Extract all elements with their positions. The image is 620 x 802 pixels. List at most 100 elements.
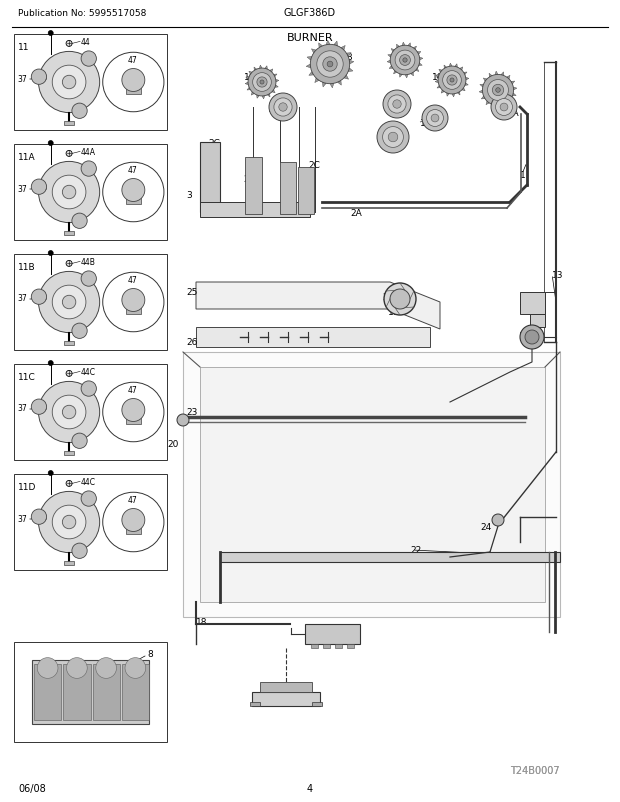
- Ellipse shape: [103, 53, 164, 112]
- Circle shape: [395, 51, 415, 71]
- Circle shape: [72, 434, 87, 449]
- Polygon shape: [479, 91, 483, 94]
- Text: 14: 14: [519, 332, 530, 341]
- Circle shape: [492, 514, 504, 526]
- Polygon shape: [260, 683, 312, 692]
- Circle shape: [48, 141, 53, 146]
- Text: BURNER: BURNER: [286, 33, 334, 43]
- Polygon shape: [507, 76, 510, 80]
- Bar: [14, 475, 167, 570]
- Circle shape: [37, 658, 58, 678]
- Polygon shape: [452, 95, 454, 98]
- Circle shape: [48, 361, 53, 366]
- Text: GLGF386D: GLGF386D: [284, 8, 336, 18]
- Polygon shape: [454, 65, 458, 68]
- Bar: [64, 231, 74, 235]
- Bar: [126, 520, 141, 534]
- Circle shape: [388, 133, 398, 143]
- Polygon shape: [389, 67, 392, 70]
- Text: 18: 18: [196, 618, 208, 626]
- Polygon shape: [322, 83, 326, 88]
- Circle shape: [422, 106, 448, 132]
- Text: 24: 24: [480, 523, 491, 532]
- Circle shape: [31, 70, 46, 85]
- Circle shape: [495, 99, 513, 116]
- Circle shape: [427, 111, 443, 128]
- Text: 3: 3: [186, 191, 192, 200]
- Text: 11C: 11C: [18, 373, 36, 382]
- Polygon shape: [413, 47, 417, 51]
- Circle shape: [520, 326, 544, 350]
- Polygon shape: [254, 68, 257, 71]
- Text: 23: 23: [186, 408, 197, 417]
- Polygon shape: [465, 83, 468, 87]
- Polygon shape: [520, 293, 545, 314]
- Circle shape: [66, 658, 87, 678]
- Circle shape: [311, 45, 350, 84]
- Polygon shape: [270, 70, 273, 73]
- Circle shape: [81, 162, 96, 177]
- Circle shape: [63, 296, 76, 310]
- Text: 2: 2: [302, 188, 308, 197]
- Text: 22: 22: [410, 546, 421, 555]
- Text: 2C: 2C: [208, 138, 220, 148]
- Polygon shape: [410, 73, 414, 77]
- Bar: [126, 301, 141, 314]
- Ellipse shape: [103, 163, 164, 222]
- Polygon shape: [480, 85, 484, 88]
- Text: 44B: 44B: [81, 257, 96, 266]
- Text: 11: 11: [388, 308, 399, 317]
- Polygon shape: [399, 75, 402, 78]
- Circle shape: [384, 284, 416, 316]
- Polygon shape: [250, 702, 260, 706]
- Polygon shape: [484, 79, 487, 83]
- Circle shape: [72, 214, 87, 229]
- Bar: [323, 644, 330, 648]
- Polygon shape: [441, 91, 445, 94]
- Text: 2B: 2B: [243, 174, 255, 184]
- Text: 37: 37: [17, 75, 27, 83]
- Circle shape: [72, 104, 87, 119]
- Circle shape: [52, 505, 86, 539]
- Polygon shape: [330, 84, 334, 89]
- Text: 10C: 10C: [432, 72, 450, 81]
- Polygon shape: [387, 61, 391, 64]
- Polygon shape: [305, 624, 360, 644]
- Polygon shape: [513, 88, 517, 91]
- Polygon shape: [504, 103, 507, 107]
- Circle shape: [327, 62, 333, 68]
- Polygon shape: [246, 78, 249, 80]
- Circle shape: [252, 74, 272, 92]
- Polygon shape: [348, 69, 353, 72]
- Polygon shape: [435, 81, 438, 83]
- Polygon shape: [341, 47, 345, 51]
- Polygon shape: [436, 75, 439, 78]
- Text: 11B: 11B: [402, 51, 420, 59]
- Bar: [34, 664, 61, 720]
- Circle shape: [377, 122, 409, 154]
- Circle shape: [38, 162, 100, 223]
- Polygon shape: [200, 367, 545, 602]
- Polygon shape: [509, 99, 513, 103]
- Circle shape: [72, 324, 87, 339]
- Circle shape: [383, 91, 411, 119]
- Polygon shape: [446, 94, 450, 97]
- Polygon shape: [397, 45, 399, 49]
- Polygon shape: [257, 95, 259, 99]
- Bar: [14, 255, 167, 350]
- Text: 10C: 10C: [244, 72, 262, 81]
- Bar: [63, 664, 91, 720]
- Text: 11: 11: [18, 43, 30, 52]
- Circle shape: [500, 104, 508, 111]
- Circle shape: [438, 67, 466, 95]
- Polygon shape: [220, 553, 560, 562]
- Text: Publication No: 5995517058: Publication No: 5995517058: [18, 9, 146, 18]
- Circle shape: [125, 658, 146, 678]
- Polygon shape: [349, 61, 354, 65]
- Polygon shape: [462, 89, 465, 91]
- Circle shape: [122, 70, 145, 92]
- Bar: [347, 644, 354, 648]
- Bar: [126, 191, 141, 205]
- Polygon shape: [307, 58, 312, 61]
- Circle shape: [52, 66, 86, 99]
